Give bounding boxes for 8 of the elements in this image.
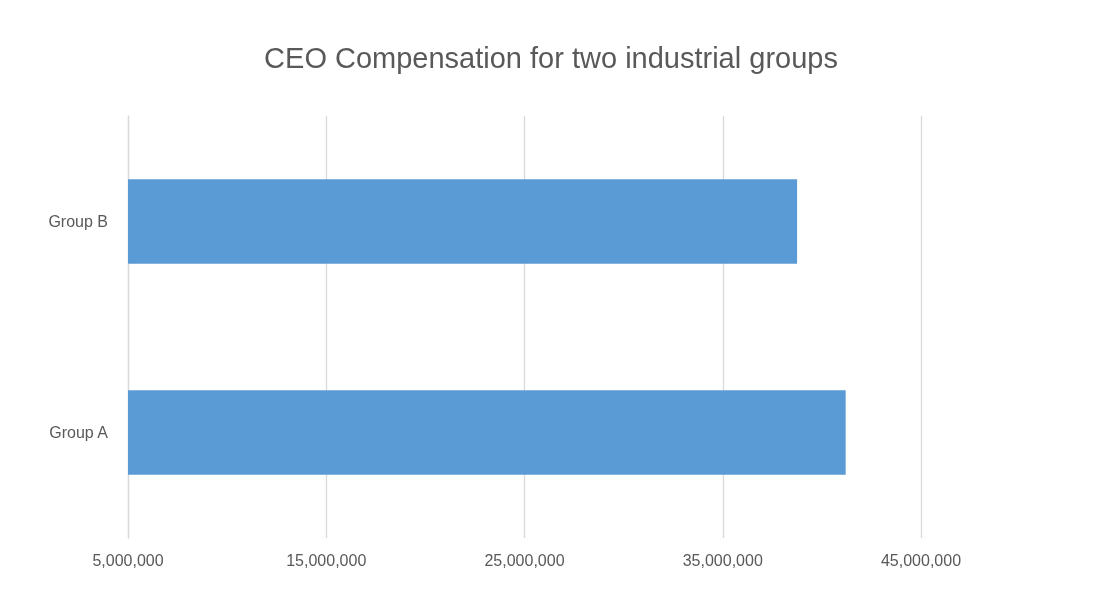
x-tick-label: 15,000,000 bbox=[286, 551, 367, 569]
x-tick-label: 35,000,000 bbox=[682, 551, 763, 569]
x-tick-label: 5,000,000 bbox=[92, 551, 164, 569]
x-tick-label: 25,000,000 bbox=[484, 551, 565, 569]
y-tick-label: Group A bbox=[49, 424, 109, 441]
chart-title: CEO Compensation for two industrial groups bbox=[264, 41, 838, 74]
y-tick-label: Group B bbox=[48, 213, 108, 230]
x-tick-label: 45,000,000 bbox=[880, 551, 962, 569]
